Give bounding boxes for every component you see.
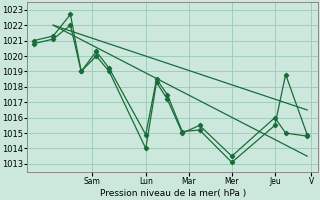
X-axis label: Pression niveau de la mer( hPa ): Pression niveau de la mer( hPa ) xyxy=(100,189,246,198)
